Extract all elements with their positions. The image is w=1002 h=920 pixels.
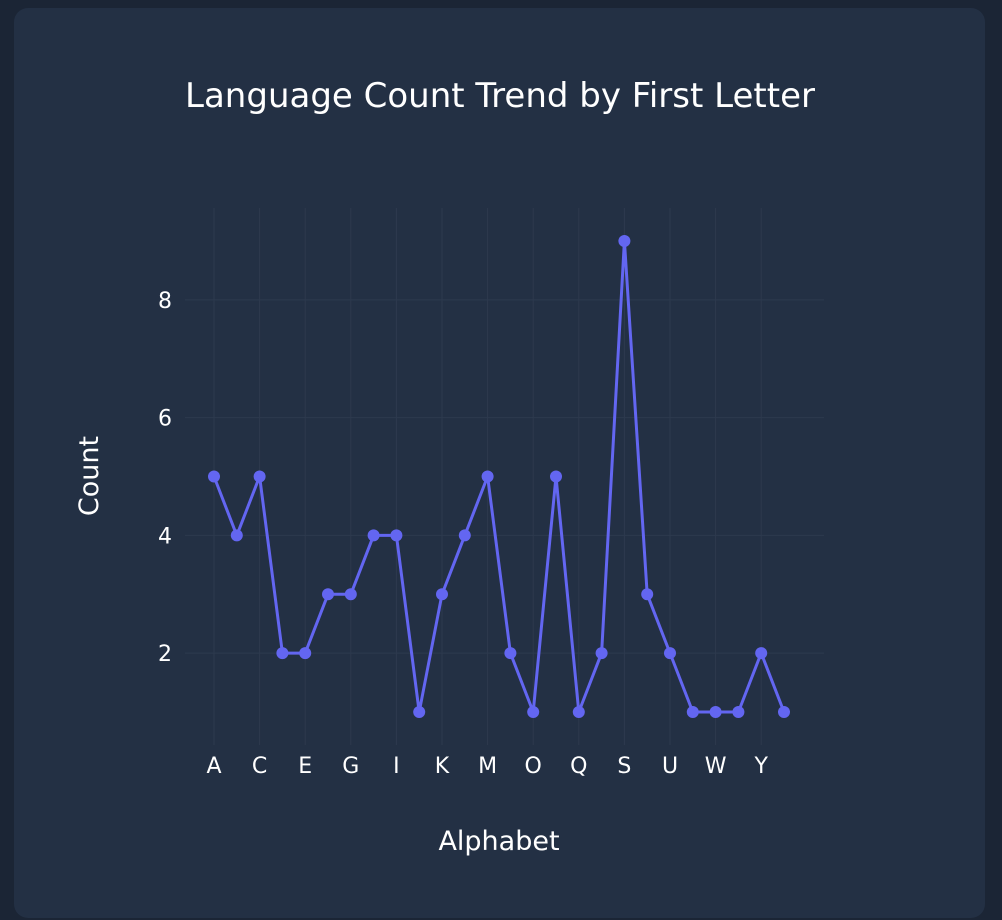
data-points [208,235,790,718]
chart-title: Language Count Trend by First Letter [185,76,815,116]
x-tick-label: W [705,754,727,779]
data-point-P[interactable] [550,470,562,483]
chart-card [14,8,985,918]
data-point-K[interactable] [436,588,448,601]
data-point-B[interactable] [230,529,243,542]
x-tick-label: E [298,754,312,779]
data-point-M[interactable] [481,470,494,483]
y-tick-label: 8 [158,289,172,314]
x-tick-label: A [206,754,221,779]
data-point-J[interactable] [413,706,426,718]
y-tick-label: 6 [158,407,172,432]
data-point-C[interactable] [253,470,266,483]
data-point-L[interactable] [458,529,471,542]
data-point-A[interactable] [208,470,220,483]
x-tick-label: U [662,754,678,779]
data-point-H[interactable] [367,529,380,542]
data-point-G[interactable] [344,588,357,601]
data-point-X[interactable] [732,706,745,718]
grid [185,208,824,745]
data-point-U[interactable] [664,647,676,660]
data-point-D[interactable] [276,647,289,660]
x-tick-label: Y [753,754,768,779]
data-point-Y[interactable] [755,647,768,660]
data-point-S[interactable] [618,235,631,247]
y-tick-label: 2 [158,642,172,667]
data-point-W[interactable] [709,706,722,718]
x-tick-label: M [478,754,497,779]
x-tick-label: C [252,754,267,779]
x-tick-label: O [525,754,542,779]
data-point-Z[interactable] [778,706,790,718]
y-axis-title: Count [74,436,105,516]
data-point-E[interactable] [299,647,312,660]
y-tick-label: 4 [158,524,172,549]
y-axis-ticks: 2 4 6 8 [158,289,172,667]
series-line [212,239,786,714]
x-tick-label: G [342,754,359,779]
data-point-O[interactable] [527,706,540,718]
data-point-N[interactable] [504,647,517,660]
x-tick-label: Q [570,754,587,779]
x-tick-label: I [393,754,400,779]
data-point-F[interactable] [322,588,334,601]
x-axis-title: Alphabet [438,826,559,857]
data-point-V[interactable] [686,706,699,718]
x-tick-label: S [617,754,631,779]
data-point-I[interactable] [390,529,403,542]
data-point-R[interactable] [595,647,608,660]
data-point-Q[interactable] [572,706,585,718]
data-point-T[interactable] [641,588,654,601]
x-tick-label: K [435,754,450,779]
